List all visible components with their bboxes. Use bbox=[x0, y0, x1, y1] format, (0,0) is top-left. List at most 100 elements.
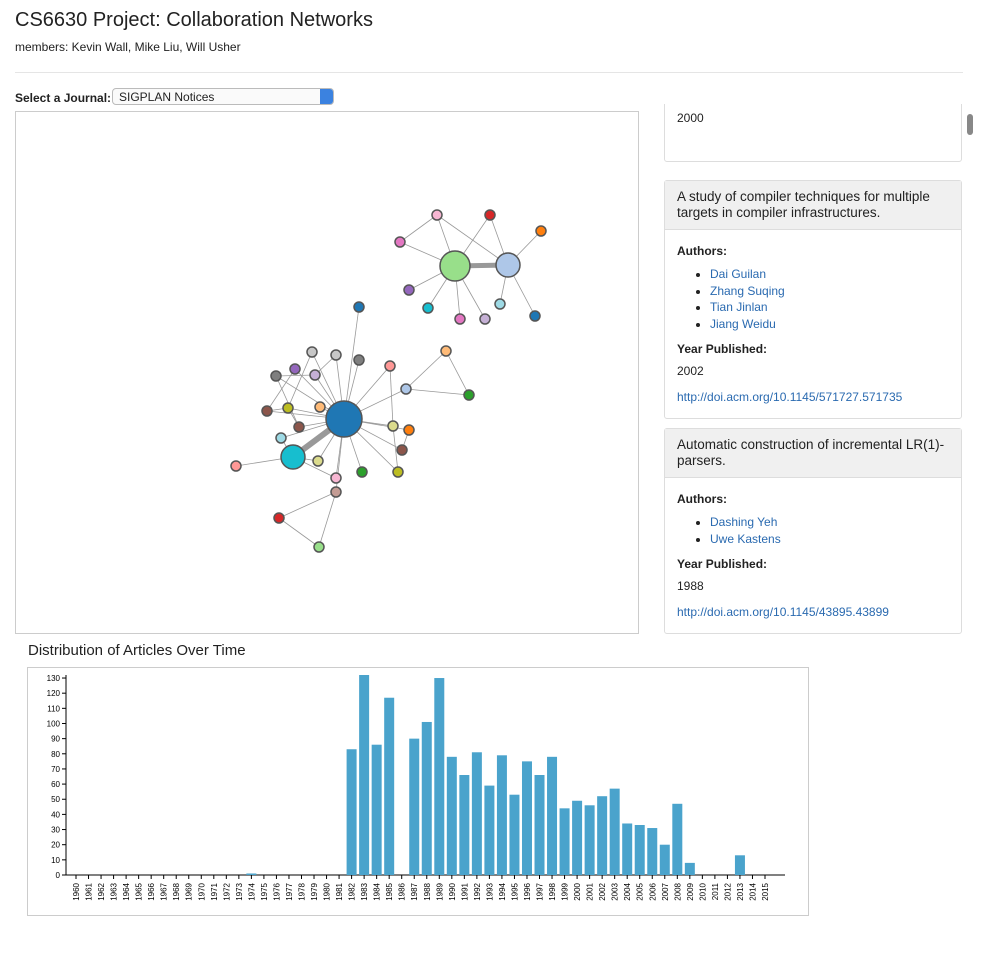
x-tick-label: 2012 bbox=[723, 882, 732, 900]
bar bbox=[659, 844, 670, 875]
bar bbox=[509, 794, 520, 875]
chart-title: Distribution of Articles Over Time bbox=[28, 642, 246, 659]
x-tick-label: 1987 bbox=[410, 882, 419, 900]
doi-link[interactable]: http://doi.acm.org/10.1145/571727.571735 bbox=[677, 390, 903, 404]
select-arrow bbox=[320, 89, 333, 104]
x-tick-label: 1977 bbox=[285, 882, 294, 900]
author-link[interactable]: Tian Jinlan bbox=[710, 300, 768, 314]
bar bbox=[496, 755, 507, 875]
y-tick-label: 20 bbox=[51, 841, 60, 850]
author-link[interactable]: Dashing Yeh bbox=[710, 515, 778, 529]
x-tick-label: 1981 bbox=[335, 882, 344, 900]
node bbox=[392, 466, 404, 478]
bar bbox=[597, 796, 608, 875]
x-tick-label: 1995 bbox=[510, 882, 519, 900]
x-tick-label: 1990 bbox=[448, 882, 457, 900]
node bbox=[439, 250, 471, 282]
x-tick-label: 1960 bbox=[72, 882, 81, 900]
node bbox=[484, 209, 496, 221]
scrollbar[interactable] bbox=[967, 114, 973, 135]
bar bbox=[547, 756, 558, 875]
chart-border bbox=[27, 667, 809, 916]
bar bbox=[409, 738, 420, 875]
node bbox=[387, 420, 399, 432]
x-tick-label: 2013 bbox=[736, 882, 745, 900]
bar bbox=[634, 825, 645, 875]
bar bbox=[684, 862, 695, 875]
x-tick-label: 2009 bbox=[686, 882, 695, 900]
y-tick-label: 130 bbox=[47, 674, 61, 683]
node bbox=[282, 402, 294, 414]
article-card: A study of compiler techniques for multi… bbox=[664, 180, 962, 419]
bar bbox=[384, 697, 395, 875]
y-tick-label: 0 bbox=[56, 871, 61, 880]
x-tick-label: 1965 bbox=[135, 882, 144, 900]
x-tick-label: 1986 bbox=[398, 882, 407, 900]
graph-border bbox=[15, 111, 639, 634]
doi-link[interactable]: http://doi.acm.org/10.1145/43895.43899 bbox=[677, 605, 889, 619]
x-tick-label: 1992 bbox=[473, 882, 482, 900]
article-title: A study of compiler techniques for multi… bbox=[665, 181, 961, 230]
x-tick-label: 1999 bbox=[561, 882, 570, 900]
edge bbox=[278, 491, 337, 519]
node bbox=[309, 369, 321, 381]
node bbox=[330, 472, 342, 484]
x-tick-label: 1998 bbox=[548, 882, 557, 900]
author-link[interactable]: Uwe Kastens bbox=[710, 531, 781, 546]
y-tick-label: 40 bbox=[51, 810, 60, 819]
journal-select[interactable]: SIGPLAN Notices bbox=[112, 88, 334, 105]
edge bbox=[405, 350, 447, 390]
y-tick-label: 60 bbox=[51, 780, 60, 789]
bar bbox=[584, 805, 595, 875]
author-link[interactable]: Dai Guilan bbox=[710, 267, 767, 281]
select-label: Select a Journal: bbox=[15, 91, 112, 105]
x-tick-label: 1975 bbox=[260, 882, 269, 900]
divider bbox=[15, 72, 963, 73]
author-item: Jiang Weidu bbox=[710, 316, 949, 333]
node bbox=[273, 512, 285, 524]
author-link[interactable]: Zhang Suqing bbox=[710, 283, 785, 298]
author-item: Uwe Kastens bbox=[710, 531, 949, 548]
page-title: CS6630 Project: Collaboration Networks bbox=[15, 9, 373, 31]
bar bbox=[246, 873, 257, 875]
bar bbox=[534, 775, 545, 875]
x-tick-label: 1963 bbox=[110, 882, 119, 900]
x-tick-label: 1971 bbox=[210, 882, 219, 900]
x-tick-label: 2005 bbox=[636, 882, 645, 900]
node bbox=[313, 541, 325, 553]
x-tick-label: 1966 bbox=[147, 882, 156, 900]
x-tick-label: 2015 bbox=[761, 882, 770, 900]
node bbox=[440, 345, 452, 357]
x-tick-label: 2007 bbox=[661, 882, 670, 900]
author-link[interactable]: Jiang Weidu bbox=[710, 316, 776, 331]
node bbox=[230, 460, 242, 472]
bar bbox=[484, 785, 495, 875]
authors-label: Authors: bbox=[677, 492, 727, 506]
x-tick-label: 1964 bbox=[122, 882, 131, 900]
node bbox=[463, 389, 475, 401]
node bbox=[356, 466, 368, 478]
x-tick-label: 1969 bbox=[185, 882, 194, 900]
x-tick-label: 1976 bbox=[272, 882, 281, 900]
node bbox=[353, 301, 365, 313]
edge bbox=[405, 388, 470, 396]
edge bbox=[275, 375, 300, 428]
x-tick-label: 1985 bbox=[385, 882, 394, 900]
bar bbox=[371, 744, 382, 875]
network-graph bbox=[15, 111, 639, 634]
authors-label: Authors: bbox=[677, 244, 727, 258]
author-item: Dashing Yeh bbox=[710, 514, 949, 531]
y-tick-label: 100 bbox=[47, 719, 61, 728]
author-list: Dashing Yeh Uwe Kastens bbox=[677, 514, 949, 547]
node bbox=[535, 225, 547, 237]
node bbox=[384, 360, 396, 372]
x-tick-label: 1978 bbox=[297, 882, 306, 900]
x-tick-label: 1982 bbox=[348, 882, 357, 900]
bar bbox=[434, 678, 445, 875]
article-card: Year Published:2000 bbox=[664, 104, 962, 162]
bar bbox=[471, 752, 482, 875]
node bbox=[270, 370, 282, 382]
x-tick-label: 2010 bbox=[698, 882, 707, 900]
year-label: Year Published: bbox=[677, 342, 768, 356]
